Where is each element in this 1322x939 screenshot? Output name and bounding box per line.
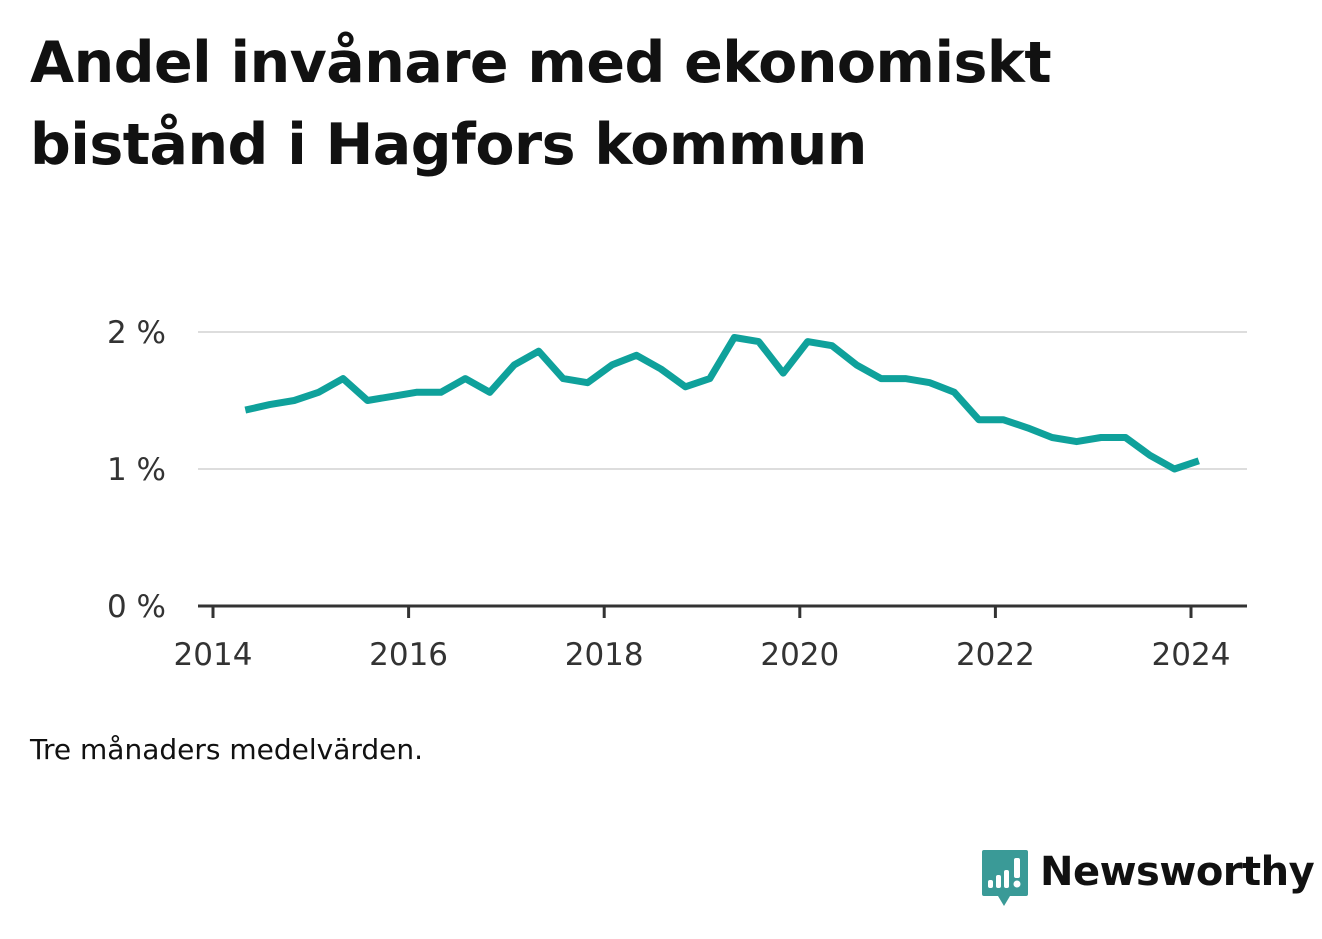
brand-name: Newsworthy [1040,849,1315,895]
grid-lines [198,331,1247,470]
x-axis [198,604,1247,618]
x-axis-labels: 2014 2016 2018 2020 2022 2024 [174,637,1231,673]
series-line [244,334,1200,473]
x-tick-label: 2016 [369,637,448,673]
y-tick-label: 0 % [107,589,166,625]
brand-logo[interactable]: Newsworthy [980,848,1315,910]
y-tick-label: 2 % [107,315,166,351]
y-tick-label: 1 % [107,452,166,488]
x-tick-label: 2018 [565,637,644,673]
newsworthy-logo-icon [982,850,1028,906]
y-axis-labels: 0 % 1 % 2 % [107,315,166,625]
chart-title: Andel invånare med ekonomiskt bistånd i … [30,30,1052,178]
chart-note: Tre månaders medelvärden. [30,733,424,766]
x-tick-label: 2024 [1152,637,1231,673]
x-tick-label: 2014 [174,637,253,673]
x-tick-label: 2020 [760,637,839,673]
series-layer [244,334,1200,473]
x-tick-label: 2022 [956,637,1035,673]
